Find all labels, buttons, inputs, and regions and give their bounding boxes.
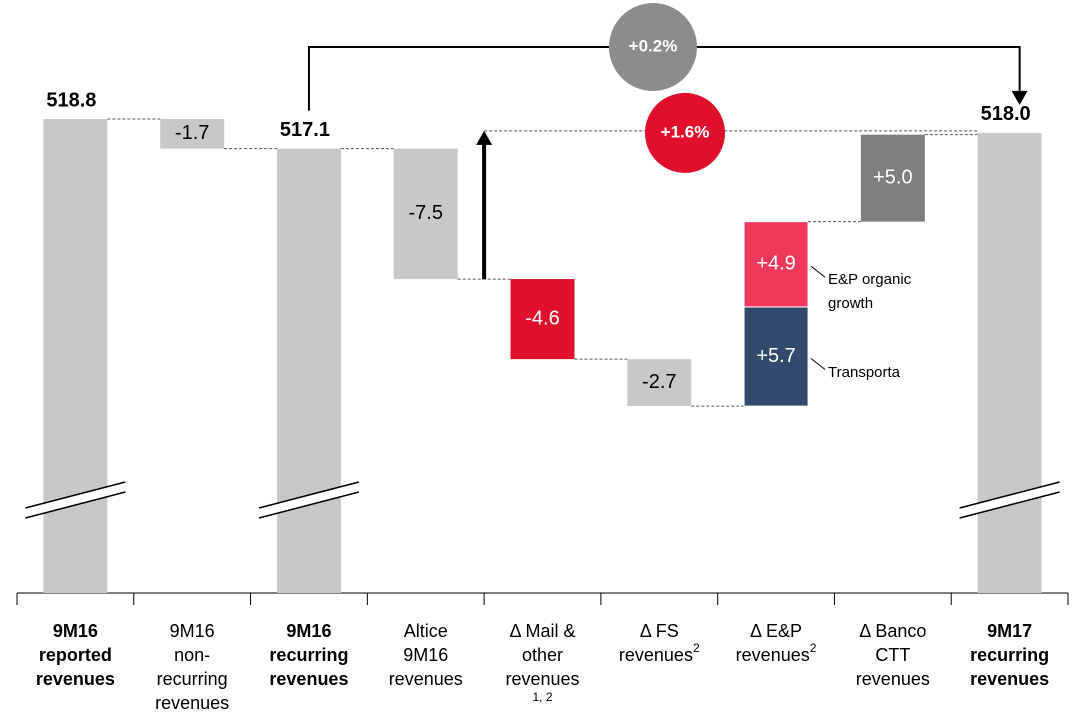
axis-break [258, 491, 360, 519]
x-tick-label: 9M16 [170, 621, 215, 641]
delta-bar [160, 119, 225, 149]
x-tick-label-line: recurring [970, 645, 1049, 665]
x-tick-label: revenues [389, 669, 463, 689]
axis-break [257, 482, 361, 518]
x-tick-label: Δ Banco [859, 621, 926, 641]
x-tick-label: revenues [970, 669, 1049, 689]
segment-callout: E&P organic growth [828, 271, 912, 313]
value-label: +5.0 [873, 166, 912, 188]
x-tick-label-line: 9M17 [987, 621, 1032, 641]
x-tick-label: reported [39, 645, 112, 665]
x-tick-label: 9M17 [987, 621, 1032, 641]
x-tick-label-line: other [522, 645, 563, 665]
annotation-badge [645, 92, 725, 173]
x-tick-label-line: revenues [505, 669, 579, 689]
x-tick-label: 9M16 [286, 621, 331, 641]
total-bar [43, 119, 108, 593]
x-tick-label-line: revenues [389, 669, 463, 689]
x-tick-label-line: Δ E&P [750, 621, 802, 641]
arrow-head [1011, 90, 1028, 105]
x-tick-label: non- [174, 645, 210, 665]
axis-break [958, 482, 1061, 518]
value-label: 518.0 [981, 103, 1031, 125]
x-tick-label: Δ E&P [750, 621, 802, 641]
annotation-label: +0.2% [629, 36, 678, 55]
x-tick-label: revenues [505, 669, 579, 689]
x-tick-label-line: 9M16 [403, 645, 448, 665]
axis-break [25, 491, 126, 519]
x-tick-label: revenues2 [736, 641, 817, 665]
x-tick-label-line: revenues [619, 645, 693, 665]
total-bar [977, 132, 1042, 594]
value-label: -7.5 [408, 202, 442, 224]
delta-bar [510, 279, 575, 360]
x-tick-label-line: Δ Mail & [509, 621, 575, 641]
arrow-head [476, 130, 493, 145]
x-tick-label: revenues [269, 669, 348, 689]
x-tick-label-line: revenues [736, 645, 810, 665]
value-label: -2.7 [642, 371, 676, 393]
x-tick-label-line: reported [39, 645, 112, 665]
x-tick-label: recurring [157, 669, 228, 689]
axis-break [959, 491, 1060, 519]
delta-bar [743, 306, 809, 407]
value-label: +5.7 [756, 345, 795, 367]
value-label: -1.7 [175, 122, 209, 144]
x-tick-label-line: recurring [157, 669, 228, 689]
x-tick-label: Δ Mail & [509, 621, 575, 641]
axis-break [959, 481, 1060, 509]
x-tick-label-line: revenues [856, 669, 930, 689]
callout-leader [810, 265, 826, 278]
annotation-badge [609, 3, 697, 91]
x-tick-label-line: revenues [36, 669, 115, 689]
x-tick-label-line: 9M16 [170, 621, 215, 641]
x-tick-label-line: 9M16 [286, 621, 331, 641]
x-tick-label-line: revenues [155, 693, 229, 713]
axis-break [24, 482, 127, 518]
x-tick-label-line: recurring [269, 645, 348, 665]
x-tick-label-line: revenues [970, 669, 1049, 689]
x-tick-label: revenues [36, 669, 115, 689]
x-tick-label: 9M16 [53, 621, 98, 641]
annotation-label: +1.6% [661, 122, 710, 141]
delta-bar [393, 148, 458, 280]
x-tick-label-line: Δ Banco [859, 621, 926, 641]
delta-bar [860, 134, 925, 222]
value-label: 518.8 [46, 89, 96, 111]
delta-bar [627, 359, 692, 407]
x-tick-label: other [522, 645, 563, 665]
x-tick-label-line: revenues [269, 669, 348, 689]
x-tick-label-line: Altice [404, 621, 448, 641]
x-tick-label: recurring [269, 645, 348, 665]
x-tick-label: revenues [155, 693, 229, 713]
callout-leader [810, 358, 826, 370]
x-tick-label: revenues2 [619, 641, 700, 665]
x-tick-label: recurring [970, 645, 1049, 665]
segment-callout: Transporta [828, 363, 901, 381]
value-label: +4.9 [756, 253, 795, 275]
axis-break [258, 481, 360, 509]
value-label: -4.6 [525, 307, 559, 329]
footnote-marker: 2 [810, 641, 817, 655]
footnote-marker: 2 [693, 641, 700, 655]
x-tick-label: CTT [875, 645, 910, 665]
value-label: 517.1 [280, 119, 330, 141]
x-tick-label-line: CTT [875, 645, 910, 665]
x-tick-label: revenues [856, 669, 930, 689]
footnote-marker: 1, 2 [532, 690, 552, 704]
x-tick-label: Altice [404, 621, 448, 641]
total-bar [276, 148, 341, 593]
x-tick-label-line: non- [174, 645, 210, 665]
x-tick-label-line: Δ FS [640, 621, 679, 641]
axis-break [25, 481, 126, 509]
x-tick-label: Δ FS [640, 621, 679, 641]
delta-bar [743, 221, 809, 308]
x-tick-label: 9M16 [403, 645, 448, 665]
x-tick-label-line: 9M16 [53, 621, 98, 641]
